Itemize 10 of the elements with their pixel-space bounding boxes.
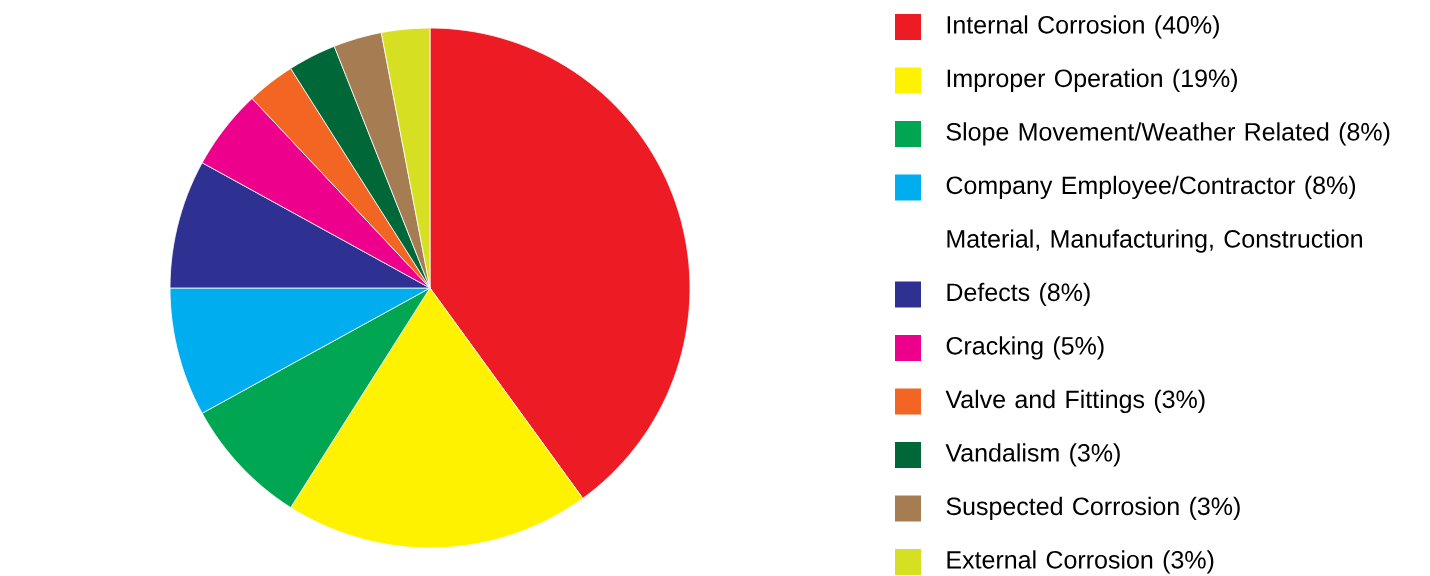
- legend-label: Cracking (5%): [946, 336, 1104, 360]
- legend-label: Vandalism (3%): [945, 443, 1120, 467]
- legend-label: Company Employee/Contractor (8%): [946, 175, 1356, 200]
- legend-label: Internal Corrosion (40%): [947, 15, 1219, 39]
- legend-label: Suspected Corrosion (3%): [946, 496, 1240, 521]
- legend-label: Valve and Fittings (3%): [945, 389, 1205, 414]
- legend-label: Improper Operation (19%): [947, 68, 1237, 93]
- legend-label: Slope Movement/Weather Related (8%): [946, 122, 1390, 146]
- category-label: Material, Manufacturing, Construction Defects (8%): [947, 229, 1362, 307]
- legend-label: External Corrosion (3%): [947, 550, 1214, 574]
